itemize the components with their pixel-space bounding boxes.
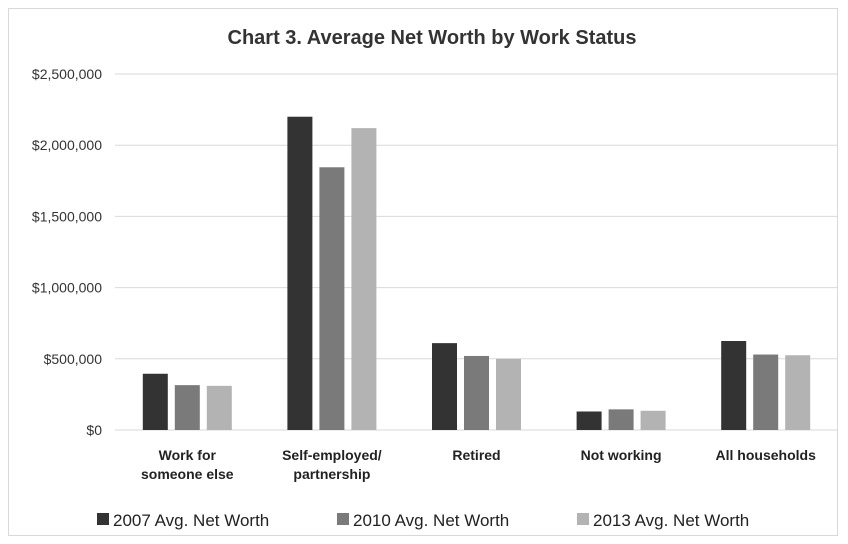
legend-swatch — [337, 513, 349, 525]
bar — [753, 354, 779, 430]
bar — [319, 167, 345, 430]
legend-label: 2013 Avg. Net Worth — [593, 511, 749, 530]
y-tick-label: $500,000 — [44, 351, 103, 367]
legend-label: 2007 Avg. Net Worth — [113, 511, 269, 530]
bars — [142, 116, 811, 430]
y-tick-label: $2,000,000 — [32, 137, 102, 153]
chart-container — [8, 8, 838, 536]
bar — [174, 385, 200, 430]
bar — [608, 409, 634, 430]
bar — [432, 343, 457, 430]
bar — [785, 355, 811, 430]
x-tick-label: Work for — [159, 447, 217, 463]
x-tick-label: Self-employed/ — [282, 447, 382, 463]
y-tick-label: $1,000,000 — [32, 280, 102, 296]
gridlines — [115, 73, 838, 431]
x-tick-label: Retired — [452, 447, 500, 463]
x-tick-label: partnership — [293, 466, 370, 482]
bar — [576, 411, 602, 430]
bar — [142, 373, 168, 430]
x-tick-label: All households — [716, 447, 817, 463]
y-tick-label: $2,500,000 — [32, 66, 102, 82]
bar — [351, 128, 377, 430]
y-axis-ticks: $0 $500,000 $1,000,000 $1,500,000 $2,000,000… — [32, 66, 102, 438]
bar — [496, 358, 521, 430]
bar — [287, 116, 313, 430]
x-tick-label: someone else — [141, 466, 234, 482]
bar — [721, 341, 747, 430]
y-tick-label: $0 — [86, 422, 102, 438]
x-tick-label: Not working — [581, 447, 662, 463]
bar — [640, 410, 666, 430]
chart-title: Chart 3. Average Net Worth by Work Statu… — [228, 27, 637, 49]
bar — [464, 355, 489, 430]
legend-swatch — [577, 513, 589, 525]
legend-label: 2010 Avg. Net Worth — [353, 511, 509, 530]
y-tick-label: $1,500,000 — [32, 208, 102, 224]
legend-swatch — [97, 513, 109, 525]
x-axis-ticks: Work for someone else Self-employed/partne… — [141, 447, 816, 482]
legend: 2007 Avg. Net Worth 2010 Avg. Net Worth 20… — [97, 511, 749, 530]
bar — [206, 385, 232, 430]
